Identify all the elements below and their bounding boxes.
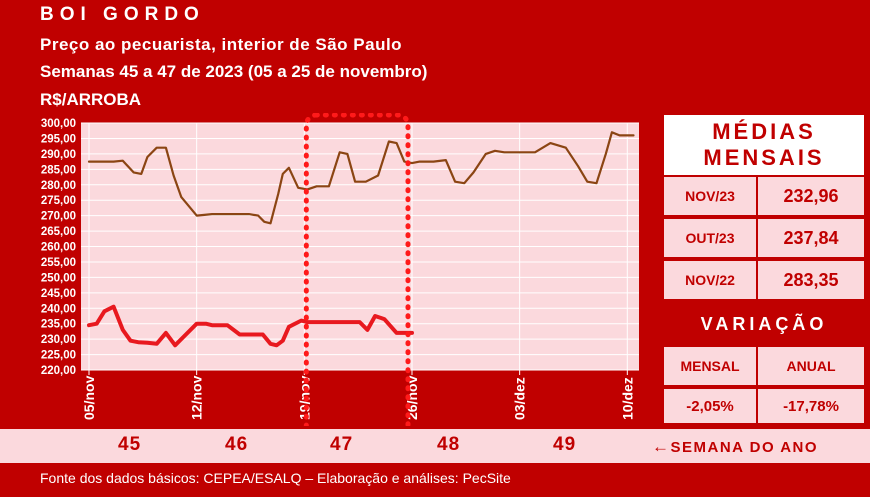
week-number-48: 48 xyxy=(437,434,461,455)
source-footer: Fonte dos dados básicos: CEPEA/ESALQ – E… xyxy=(40,470,511,486)
y-tick-label: 255,00 xyxy=(41,257,76,269)
medias-title-line1: MÉDIAS xyxy=(712,119,816,144)
x-tick-label: 12/nov xyxy=(189,375,205,420)
y-tick-label: 250,00 xyxy=(41,272,76,284)
medias-row-label-out23: OUT/23 xyxy=(664,219,756,257)
unit-label: R$/ARROBA xyxy=(40,90,142,109)
week-number-45: 45 xyxy=(118,434,142,455)
summary-panel: MÉDIAS MENSAIS NOV/23 232,96 OUT/23 237,… xyxy=(660,113,868,425)
x-tick-label: 03/dez xyxy=(512,377,528,420)
medias-row-label-nov22: NOV/22 xyxy=(664,261,756,299)
y-tick-label: 285,00 xyxy=(41,164,76,176)
medias-row-value-nov22: 283,35 xyxy=(758,261,864,299)
y-tick-label: 290,00 xyxy=(41,149,76,161)
page-title: BOI GORDO xyxy=(40,4,205,25)
medias-title-line2: MENSAIS xyxy=(703,145,825,170)
y-tick-label: 220,00 xyxy=(41,365,76,377)
week-bar: 45 46 47 48 49 ←SEMANA DO ANO xyxy=(0,429,870,463)
y-tick-label: 300,00 xyxy=(41,118,76,130)
y-tick-label: 275,00 xyxy=(41,195,76,207)
y-tick-label: 230,00 xyxy=(41,334,76,346)
y-tick-label: 265,00 xyxy=(41,226,76,238)
week-of-year-text: SEMANA DO ANO xyxy=(670,439,819,456)
y-tick-label: 225,00 xyxy=(41,350,76,362)
y-tick-label: 235,00 xyxy=(41,319,76,331)
variacao-mensal-label: MENSAL xyxy=(664,347,756,385)
y-tick-label: 245,00 xyxy=(41,288,76,300)
week-number-46: 46 xyxy=(225,434,249,455)
variacao-anual-label: ANUAL xyxy=(758,347,864,385)
y-tick-label: 280,00 xyxy=(41,180,76,192)
series-line-brown xyxy=(87,131,635,225)
variacao-title: VARIAÇÃO xyxy=(664,303,864,345)
price-chart: 300,00 295,00 290,00 285,00 280,00 275,00 270,… xyxy=(41,113,639,426)
page-subtitle: Preço ao pecuarista, interior de São Pau… xyxy=(40,35,403,54)
week-of-year-label: ←SEMANA DO ANO xyxy=(652,437,818,457)
y-tick-label: 240,00 xyxy=(41,303,76,315)
week-number-49: 49 xyxy=(553,434,577,455)
y-tick-label: 260,00 xyxy=(41,242,76,254)
medias-title-box xyxy=(664,115,864,175)
x-tick-label: 05/nov xyxy=(81,375,97,420)
arrow-left-icon: ← xyxy=(652,437,671,456)
price-chart-area: 300,00 295,00 290,00 285,00 280,00 275,00 270,… xyxy=(3,113,658,426)
period-label: Semanas 45 a 47 de 2023 (05 a 25 de nove… xyxy=(40,62,428,81)
medias-row-value-out23: 237,84 xyxy=(758,219,864,257)
variacao-anual-value: -17,78% xyxy=(758,389,864,423)
week-number-47: 47 xyxy=(330,434,354,455)
x-tick-label: 10/dez xyxy=(619,377,635,420)
series-line-red xyxy=(87,304,414,348)
y-tick-label: 295,00 xyxy=(41,133,76,145)
variacao-mensal-value: -2,05% xyxy=(664,389,756,423)
medias-row-value-nov23: 232,96 xyxy=(758,177,864,215)
medias-row-label-nov23: NOV/23 xyxy=(664,177,756,215)
y-tick-label: 270,00 xyxy=(41,211,76,223)
